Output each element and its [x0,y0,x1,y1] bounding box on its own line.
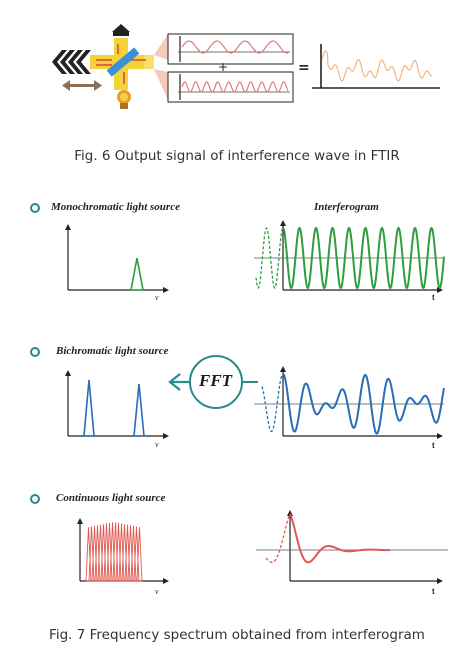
continuous-spectral-line [136,527,143,582]
projection-cone-bottom [154,69,168,100]
mono-spectral-line [130,257,144,291]
interf-bi-x-arrow-icon [437,433,443,439]
continuous-spectral-line [112,522,119,582]
row-label-continuous: Continuous light source [56,492,166,504]
spectrum-mono-x-arrow-icon [163,287,169,293]
continuous-spectral-line [127,525,134,582]
wave-result [321,50,433,82]
spectrum-mono-y-arrow-icon [65,224,71,230]
continuous-spectral-line [88,526,95,582]
plus-sign: + [218,60,229,74]
interf-cont-x-arrow-icon [437,578,443,584]
bi-interferogram-negative [261,373,284,433]
t-label-row2: t [432,441,435,450]
interf-mono-x-arrow-icon [437,287,443,293]
wave-bottom [181,81,289,93]
bi-interferogram [282,373,445,435]
interf-mono-y-arrow-icon [280,220,286,226]
spectrum-cont-x-arrow-icon [163,578,169,584]
ftir-interference-diagram [52,24,440,109]
bi-spectral-line-2 [133,383,145,437]
t-label-row3: t [432,587,435,596]
light-source-bulb-icon [117,90,131,109]
continuous-spectral-line [94,525,101,582]
nu-label-row1: ν [155,293,159,302]
fig6-caption: Fig. 6 Output signal of interference wav… [74,148,400,164]
interferogram-title: Interferogram [314,201,379,213]
fig7-caption: Fig. 7 Frequency spectrum obtained from … [49,627,425,643]
fixed-mirror [112,24,130,36]
projection-cone-top [154,34,168,60]
beam-splitter [106,47,140,77]
equals-sign: = [298,60,310,76]
continuous-spectral-line [130,525,137,582]
row-bullet-continuous [30,494,40,504]
mono-interferogram-negative [255,227,284,289]
wave-box-bottom [167,71,294,103]
continuous-spectral-line [106,522,113,582]
wave-top [181,40,289,54]
continuous-spectral-line [121,524,128,582]
row-label-monochromatic: Monochromatic light source [51,201,180,213]
wave-box-top [167,33,294,65]
t-label-row1: t [432,293,435,302]
continuous-spectral-line [115,522,122,582]
continuous-spectral-line [97,524,104,582]
cont-interferogram [289,513,390,564]
fft-label: FFT [199,371,233,390]
mirror-movement-arrow-icon [62,80,102,91]
spectrum-bi-y-arrow-icon [65,370,71,376]
nu-label-row2: ν [155,440,159,449]
continuous-spectral-line [100,524,107,582]
continuous-spectrum-band [85,522,143,582]
row-bullet-monochromatic [30,203,40,213]
continuous-spectral-line [109,522,116,582]
interf-bi-y-arrow-icon [280,366,286,372]
mono-interferogram [282,226,445,289]
continuous-spectral-line [118,523,125,582]
beam-arrows [96,44,146,84]
continuous-spectral-line [91,525,98,582]
continuous-spectral-line [85,527,92,582]
continuous-spectral-line [103,523,110,582]
fft-arrow-icon [168,373,181,391]
interf-cont-y-arrow-icon [287,510,293,516]
row-label-bichromatic: Bichromatic light source [56,345,169,357]
cont-interferogram-negative [265,513,291,563]
continuous-spectral-line [124,524,131,582]
bi-spectral-line-1 [83,379,95,437]
nu-label-row3: ν [155,587,159,596]
light-direction-chevrons-icon [52,50,91,74]
row-bullet-bichromatic [30,347,40,357]
spectrum-bi-x-arrow-icon [163,433,169,439]
spectrum-cont-y-arrow-icon [77,518,83,524]
continuous-spectral-line [133,526,140,582]
